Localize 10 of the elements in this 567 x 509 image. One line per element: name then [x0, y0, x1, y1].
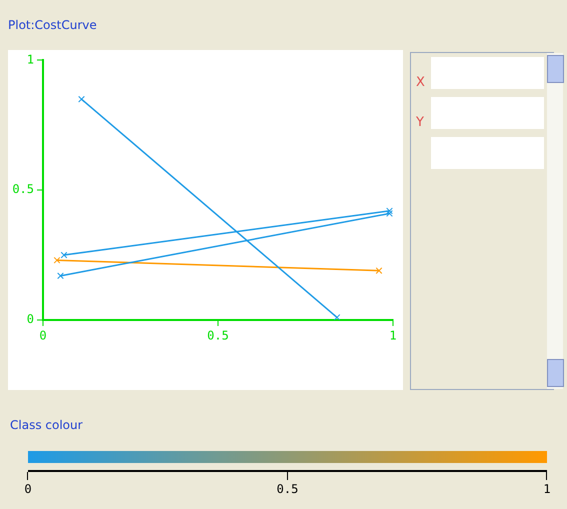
y-tick-label: 1 — [26, 52, 34, 66]
x-tick-label: 0 — [39, 328, 47, 342]
color-bar-label: 0.5 — [276, 482, 298, 496]
y-tick-label: 0 — [26, 312, 34, 326]
x-tick-label: 1 — [389, 328, 397, 342]
chart-title: Plot:CostCurve — [8, 18, 97, 32]
x-tick-label: 0.5 — [207, 328, 229, 342]
y-tick-label: 0.5 — [12, 182, 34, 196]
color-bar-title: Class colour — [10, 418, 83, 432]
color-bar-label: 1 — [543, 482, 551, 496]
